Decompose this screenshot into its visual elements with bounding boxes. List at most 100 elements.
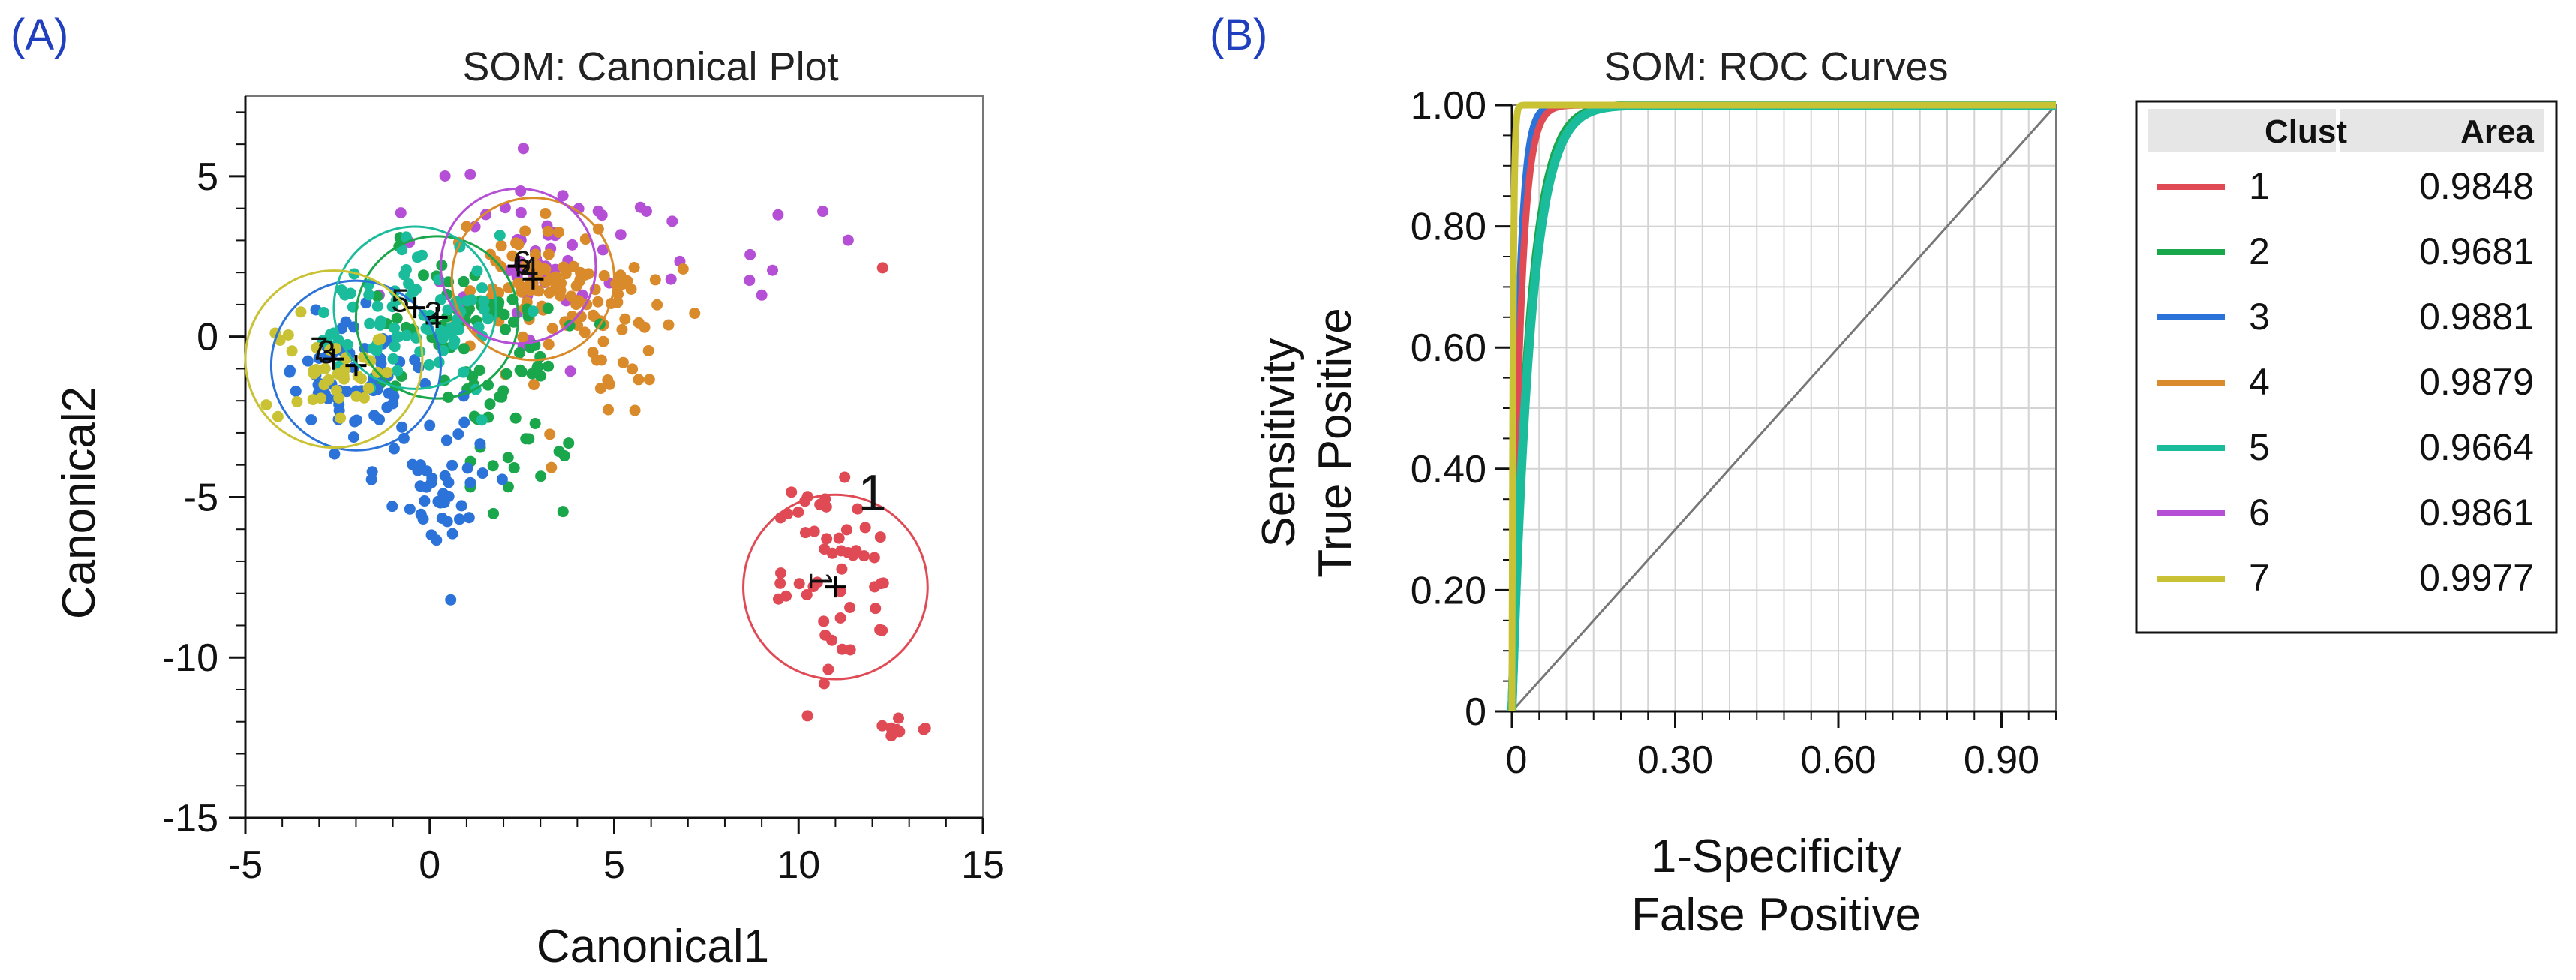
cluster-6-point <box>842 234 854 246</box>
cluster-4-point <box>619 313 631 325</box>
cluster-1-point <box>801 589 813 601</box>
cluster-4-point <box>610 278 622 290</box>
canonical-y-tick-label: -10 <box>162 636 218 680</box>
cluster-5-point <box>374 319 386 331</box>
roc-ylabel-line2: True Positive <box>1309 308 1361 578</box>
cluster-2-label: 2 <box>424 296 442 332</box>
cluster-6-point <box>564 365 576 377</box>
cluster-1-point <box>819 543 831 555</box>
canonical-y-tick-label: 0 <box>197 316 218 359</box>
cluster-5-point <box>411 251 423 263</box>
cluster-1-point <box>774 567 786 579</box>
cluster-1-marker-label: 1 <box>802 571 839 589</box>
roc-x-tick-label: 0.90 <box>1964 738 2039 782</box>
cluster-3-point <box>329 448 341 460</box>
cluster-7-point <box>286 345 298 357</box>
cluster-7-label: 7 <box>310 331 328 368</box>
cluster-3-point <box>464 476 476 488</box>
cluster-3-point <box>474 438 486 450</box>
cluster-1-point <box>818 615 830 627</box>
cluster-5-point <box>434 293 446 305</box>
cluster-4-label: 4 <box>520 251 538 287</box>
cluster-3-point <box>374 413 386 425</box>
cluster-7-point <box>374 333 386 345</box>
legend-cluster-1-name: 1 <box>2249 165 2270 207</box>
roc-xlabel-line1: 1-Specificity <box>1651 831 1901 882</box>
cluster-4-point <box>495 239 507 251</box>
roc-y-tick-label: 0 <box>1465 690 1486 734</box>
cluster-3-point <box>476 467 488 479</box>
cluster-4-point <box>639 321 651 333</box>
cluster-1-point <box>814 498 826 510</box>
cluster-1-point <box>870 603 882 615</box>
legend-cluster-6-name: 6 <box>2249 492 2270 534</box>
cluster-6-point <box>772 209 784 221</box>
legend-cluster-7-area: 0.9977 <box>2419 557 2534 599</box>
cluster-5-point <box>389 322 401 334</box>
cluster-4-point <box>602 404 614 416</box>
roc-xlabel-line2: False Positive <box>1631 889 1921 941</box>
cluster-1-point <box>835 545 847 557</box>
cluster-7-point <box>311 342 323 354</box>
cluster-1-point <box>844 644 856 656</box>
cluster-6-point <box>767 264 779 276</box>
cluster-2-point <box>391 312 403 324</box>
cluster-5-point <box>392 365 404 377</box>
cluster-5-point <box>339 289 351 301</box>
roc-y-tick-label: 0.40 <box>1411 448 1486 492</box>
cluster-1-point <box>836 563 848 575</box>
cluster-4-point <box>546 461 558 473</box>
cluster-4-point <box>519 225 531 237</box>
cluster-2-point <box>499 323 511 335</box>
roc-x-tick-label: 0 <box>1506 738 1528 782</box>
cluster-7-center-marker <box>323 348 344 370</box>
cluster-2-point <box>516 366 528 378</box>
cluster-3-point <box>412 464 424 476</box>
cluster-1-circle <box>742 493 929 681</box>
cluster-5-point <box>448 338 460 350</box>
cluster-4-point <box>516 286 528 298</box>
legend-cluster-7-name: 7 <box>2249 557 2270 599</box>
cluster-3-point <box>439 470 451 482</box>
cluster-4-point <box>579 233 591 245</box>
cluster-1-point <box>808 525 820 537</box>
cluster-3-point <box>302 355 314 367</box>
cluster-4-point <box>602 374 614 386</box>
cluster-5-point <box>401 329 413 341</box>
cluster-6-label: 6 <box>512 244 531 281</box>
cluster-4-point <box>587 309 599 321</box>
cluster-2-point <box>508 462 520 474</box>
cluster-1-center-marker <box>825 576 846 598</box>
cluster-5-point <box>442 304 454 316</box>
cluster-4-point <box>512 239 525 251</box>
cluster-4-point <box>464 285 476 297</box>
cluster-6-point <box>665 273 677 285</box>
cluster-6-point <box>557 190 569 202</box>
cluster-3-point <box>463 512 475 524</box>
cluster-4-point <box>512 277 525 289</box>
roc-legend: Clust Area 1 0.9848 2 0.9681 3 0.9881 4 0.9879 5 0.… <box>2135 100 2558 634</box>
canonical-x-tick-label: 10 <box>777 843 820 887</box>
cluster-1-point <box>833 532 845 544</box>
cluster-3-point <box>419 495 431 507</box>
cluster-5-point <box>403 278 415 290</box>
cluster-5-point <box>325 329 337 341</box>
roc-y-tick-label: 0.60 <box>1411 326 1486 370</box>
cluster-4-point <box>689 308 701 320</box>
cluster-1-point <box>918 723 930 735</box>
cluster-4-point <box>615 269 627 281</box>
cluster-5-point <box>371 300 383 312</box>
cluster-4-point <box>579 326 591 338</box>
cluster-3-point <box>305 414 317 426</box>
legend-cluster-1-area: 0.9848 <box>2419 165 2534 207</box>
legend-cluster-5-name: 5 <box>2249 426 2270 468</box>
cluster-2-point <box>488 507 500 519</box>
cluster-2-point <box>525 341 537 353</box>
cluster-1-point <box>822 663 834 675</box>
cluster-1-point <box>811 576 823 588</box>
cluster-5-center-marker <box>404 297 426 319</box>
cluster-5-point <box>471 265 483 277</box>
cluster-4-point <box>528 379 540 391</box>
cluster-4-point <box>543 248 555 260</box>
